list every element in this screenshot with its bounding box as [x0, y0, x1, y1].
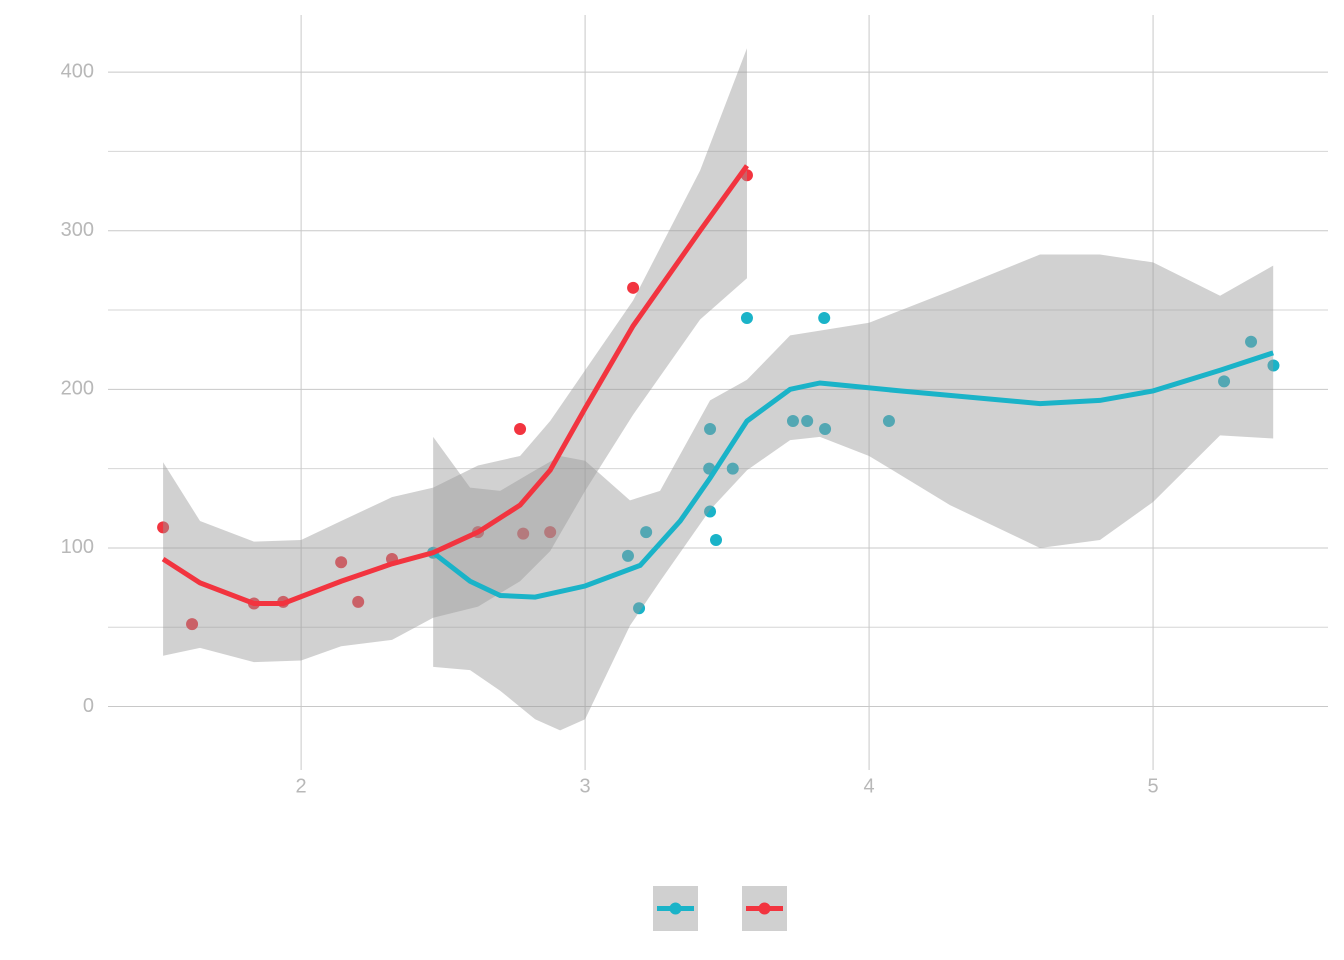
legend-key [742, 886, 787, 931]
point [514, 422, 527, 435]
legend-key-point [758, 902, 771, 915]
point [704, 505, 717, 518]
point [335, 556, 348, 569]
smooth-line [431, 350, 1274, 600]
y-tick-label: 300 [61, 219, 94, 241]
x-tick-label: 5 [1148, 775, 1159, 797]
smooth-line [161, 164, 749, 606]
x-tick-label: 2 [296, 775, 307, 797]
y-tick-label: 100 [61, 536, 94, 558]
point [726, 462, 739, 475]
point [818, 311, 831, 324]
point [819, 422, 832, 435]
y-tick-label: 400 [61, 60, 94, 82]
y-tick-label: 0 [83, 695, 94, 717]
point [517, 527, 530, 540]
x-tick-label: 4 [864, 775, 875, 797]
point [1218, 375, 1231, 388]
point [1267, 359, 1280, 372]
point [352, 595, 365, 608]
point [621, 549, 634, 562]
point [740, 311, 753, 324]
point [710, 534, 723, 547]
legend-key-point [669, 902, 682, 915]
point [786, 415, 799, 428]
point [627, 281, 640, 294]
point [882, 415, 895, 428]
x-tick-label: 3 [580, 775, 591, 797]
point [157, 521, 170, 534]
point [186, 618, 199, 631]
point [640, 526, 653, 539]
point [1245, 335, 1258, 348]
confidence-band [163, 48, 747, 663]
point [544, 526, 557, 539]
y-tick-label: 200 [61, 378, 94, 400]
point [801, 415, 814, 428]
legend-key [653, 886, 698, 931]
confidence-band [433, 254, 1274, 731]
point [704, 422, 717, 435]
point [633, 602, 646, 615]
